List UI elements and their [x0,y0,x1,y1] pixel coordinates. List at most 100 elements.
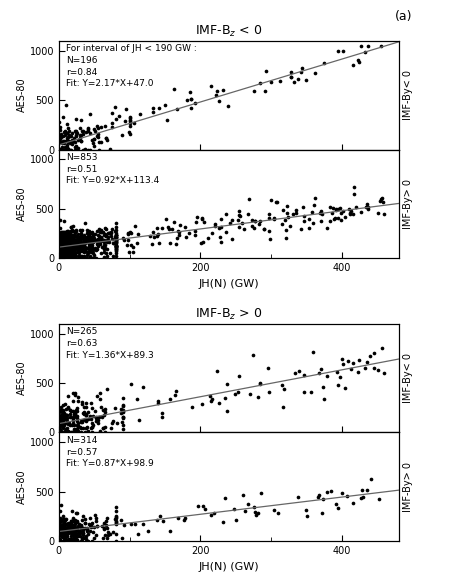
Point [78,417,86,427]
Point [66,241,73,250]
Point [62,527,69,536]
Point [222,228,230,237]
Point [65,247,72,257]
Point [59,240,66,250]
Point [209,229,216,238]
Point [58,253,65,262]
Point [82,233,89,243]
Point [85,234,92,243]
Point [139,382,146,391]
Point [55,118,63,127]
Point [67,243,75,252]
Point [74,406,81,416]
Point [231,389,239,399]
Point [173,386,180,396]
Point [191,230,198,240]
Point [99,423,106,432]
Point [64,136,71,145]
Point [154,223,161,232]
Point [81,219,88,228]
Point [55,138,63,147]
Point [105,236,112,245]
Point [249,222,256,231]
Point [58,243,66,252]
Point [56,254,63,263]
Point [272,198,280,207]
Point [57,243,64,252]
Point [86,237,93,247]
Point [67,233,75,242]
Point [64,403,72,413]
Point [68,516,75,525]
Point [105,233,112,242]
Point [56,242,63,251]
Point [125,229,132,239]
Point [59,521,66,530]
Point [72,244,79,254]
Point [89,235,96,244]
Point [68,428,75,437]
Point [176,230,183,240]
Point [103,237,111,247]
Point [67,516,75,526]
Point [212,219,219,228]
Point [64,242,71,251]
Point [65,522,72,531]
Point [119,421,126,430]
Point [77,424,84,433]
Point [61,414,68,424]
Point [95,415,102,424]
Point [96,228,103,237]
Point [120,401,127,410]
Point [244,499,251,508]
Point [76,239,83,249]
Point [73,508,80,517]
Point [63,237,70,246]
Point [334,381,342,390]
Point [104,385,111,394]
Point [66,249,73,258]
Point [378,193,386,203]
Point [63,239,70,248]
Point [81,236,88,245]
Point [226,219,233,228]
Point [309,347,317,357]
Point [323,371,330,380]
Point [98,521,106,530]
Point [109,123,116,132]
Point [365,41,372,50]
Point [75,254,82,263]
Point [363,203,371,212]
Point [60,527,67,537]
Point [71,254,78,263]
Point [58,240,65,249]
Point [102,428,109,437]
Point [66,520,73,530]
Point [69,221,77,230]
Point [74,530,82,540]
Point [87,526,94,535]
Point [60,230,67,240]
Point [70,226,77,236]
Point [62,237,69,246]
Point [76,243,83,253]
Point [109,416,116,425]
Point [357,207,364,217]
Point [69,235,77,244]
Point [76,247,83,256]
Point [180,516,188,525]
Point [62,247,69,256]
Point [84,127,92,136]
Point [56,530,63,540]
Point [56,239,63,248]
Point [60,216,67,225]
Point [59,521,67,530]
Point [62,246,69,255]
Point [79,251,86,260]
Point [312,193,319,203]
Point [60,421,67,430]
Point [74,246,81,255]
Point [68,226,75,235]
Point [59,228,66,237]
Point [124,228,131,237]
